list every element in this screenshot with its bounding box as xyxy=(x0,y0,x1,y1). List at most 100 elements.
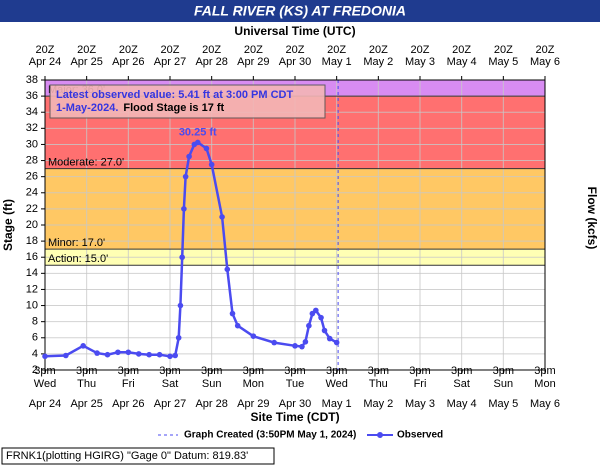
data-point xyxy=(318,314,324,321)
x-tick-label: Fri xyxy=(414,378,427,390)
y-tick-label: 10 xyxy=(26,299,38,311)
y-tick-label: 28 xyxy=(26,154,38,166)
x-tick-label: 3pm xyxy=(409,365,430,377)
x2-tick-label: 20Z xyxy=(411,44,430,56)
x2-axis-title: Universal Time (UTC) xyxy=(234,24,355,38)
x-tick-label: 3pm xyxy=(326,365,347,377)
data-point xyxy=(177,302,184,309)
flood-label: Moderate: 27.0' xyxy=(48,157,124,169)
x2-tick-label: 20Z xyxy=(36,44,55,56)
data-point xyxy=(224,266,231,273)
data-point xyxy=(326,335,333,342)
x-tick-label: May 1 xyxy=(322,398,352,410)
x-tick-label: 3pm xyxy=(534,365,555,377)
x2-tick-label: Apr 26 xyxy=(112,56,144,68)
y-tick-label: 22 xyxy=(26,203,38,215)
x2-tick-label: Apr 24 xyxy=(29,56,61,68)
data-point xyxy=(302,339,309,345)
data-point xyxy=(203,145,210,152)
data-point xyxy=(186,153,192,160)
x-tick-label: May 6 xyxy=(530,398,560,410)
x-tick-label: Fri xyxy=(122,378,135,390)
y-tick-label: 4 xyxy=(32,348,38,360)
y-tick-label: 14 xyxy=(26,267,38,279)
x-tick-label: Apr 27 xyxy=(154,398,186,410)
data-point xyxy=(175,334,182,341)
x-tick-label: Apr 26 xyxy=(112,398,144,410)
x2-tick-label: 20Z xyxy=(327,44,346,56)
legend-swatch-marker xyxy=(377,432,383,438)
x-tick-label: Apr 24 xyxy=(29,398,61,410)
legend-graph-created: Graph Created (3:50PM May 1, 2024) xyxy=(184,430,356,441)
x2-tick-label: May 3 xyxy=(405,56,435,68)
data-point xyxy=(219,214,225,220)
x-axis-title: Site Time (CDT) xyxy=(250,410,339,424)
x-tick-label: Sat xyxy=(453,378,470,390)
y-tick-label: 36 xyxy=(26,90,38,102)
x-tick-label: 3pm xyxy=(34,365,55,377)
footer: FRNK1(plotting HGIRG) "Gage 0" Datum: 81… xyxy=(6,450,248,462)
data-point xyxy=(42,353,48,360)
y-axis-title: Stage (ft) xyxy=(1,199,15,251)
data-point xyxy=(179,254,185,261)
data-point xyxy=(208,161,215,168)
x2-tick-label: 20Z xyxy=(536,44,555,56)
data-point xyxy=(234,322,241,329)
x2-tick-label: Apr 25 xyxy=(70,56,102,68)
y2-axis-title: Flow (kcfs) xyxy=(585,187,599,250)
data-point xyxy=(306,322,312,329)
x-tick-label: Apr 28 xyxy=(195,398,227,410)
x-tick-label: Tue xyxy=(286,378,305,390)
y-tick-label: 20 xyxy=(26,219,38,231)
x-tick-label: 3pm xyxy=(201,365,222,377)
data-point xyxy=(194,139,201,146)
x2-tick-label: Apr 28 xyxy=(195,56,227,68)
x-tick-label: May 3 xyxy=(405,398,435,410)
title-bar xyxy=(0,0,600,22)
annotation: Latest observed value: 5.41 ft at 3:00 P… xyxy=(56,89,293,101)
x2-tick-label: Apr 27 xyxy=(154,56,186,68)
x-tick-label: 3pm xyxy=(118,365,139,377)
y-tick-label: 8 xyxy=(32,316,38,328)
data-point xyxy=(94,350,100,356)
x-tick-label: Apr 29 xyxy=(237,398,269,410)
x2-tick-label: 20Z xyxy=(119,44,138,56)
x2-tick-label: Apr 30 xyxy=(279,56,311,68)
plot-frame xyxy=(44,79,546,371)
x-tick-label: Thu xyxy=(369,378,388,390)
x-tick-label: 3pm xyxy=(368,365,389,377)
y-tick-label: 2 xyxy=(32,364,38,376)
x2-tick-label: 20Z xyxy=(77,44,96,56)
x2-tick-label: 20Z xyxy=(452,44,471,56)
annotation-box xyxy=(49,84,326,119)
y-tick-label: 6 xyxy=(32,332,38,344)
data-point xyxy=(172,352,179,359)
x2-tick-label: 20Z xyxy=(202,44,221,56)
x2-tick-label: 20Z xyxy=(286,44,305,56)
y-tick-label: 34 xyxy=(26,106,38,118)
y-tick-label: 38 xyxy=(26,74,38,86)
flood-label: Action: 15.0' xyxy=(48,253,108,265)
y-tick-label: 18 xyxy=(26,235,38,247)
chart-title: FALL RIVER (KS) AT FREDONIA xyxy=(194,3,406,19)
data-point xyxy=(292,343,298,349)
x2-tick-label: 20Z xyxy=(244,44,263,56)
data-point xyxy=(299,343,305,350)
x2-tick-label: 20Z xyxy=(369,44,388,56)
x-tick-label: 3pm xyxy=(76,365,97,377)
y-tick-label: 12 xyxy=(26,283,38,295)
y-tick-label: 30 xyxy=(26,138,38,150)
x-tick-label: 3pm xyxy=(284,365,305,377)
y-tick-label: 16 xyxy=(26,251,38,263)
data-point xyxy=(125,349,132,356)
x-tick-label: Apr 25 xyxy=(70,398,102,410)
x-tick-label: 3pm xyxy=(159,365,180,377)
data-point xyxy=(167,353,173,360)
peak-label: 30.25 ft xyxy=(179,126,217,138)
data-point xyxy=(80,343,86,349)
data-point xyxy=(229,310,236,317)
x-tick-label: May 5 xyxy=(488,398,518,410)
x2-tick-label: 20Z xyxy=(494,44,513,56)
y-tick-label: 32 xyxy=(26,122,38,134)
